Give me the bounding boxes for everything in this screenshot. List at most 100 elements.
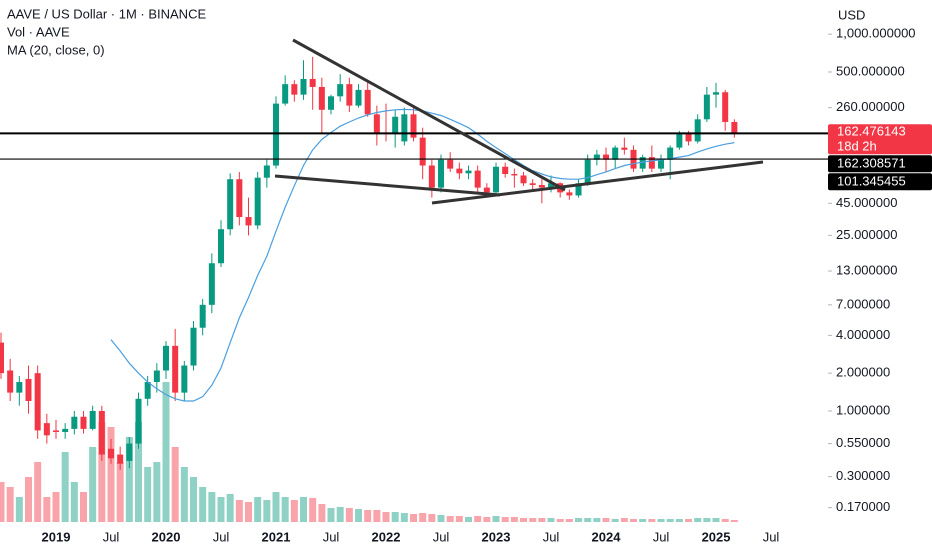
candle-body	[208, 263, 215, 305]
volume-bar	[391, 512, 399, 522]
candle-body	[245, 217, 252, 226]
candle-body	[639, 157, 646, 169]
y-tick-label: 0.550000	[836, 435, 890, 450]
y-tick-label: 2.000000	[836, 365, 890, 380]
candle-body	[181, 365, 188, 393]
x-tick-label: Jul	[433, 529, 450, 544]
volume-bar	[639, 519, 647, 522]
volume-bar	[474, 516, 482, 522]
candle-body	[593, 154, 600, 160]
volume-bar	[419, 513, 427, 522]
volume-bar	[602, 518, 610, 522]
volume-bar	[657, 519, 665, 522]
candle-body	[218, 229, 225, 264]
volume-bar	[575, 518, 583, 522]
candle-body	[447, 159, 454, 169]
volume-bar	[300, 497, 308, 522]
volume-bar	[520, 518, 528, 522]
y-tick-label: 13.000000	[836, 262, 897, 277]
candle-body	[346, 84, 353, 106]
candle-body	[529, 183, 536, 185]
axis-labels: 1,000.000000 500.000000 260.000000 45.00000…	[42, 26, 932, 544]
candle-body	[667, 147, 674, 160]
volume-bar	[89, 447, 97, 522]
candle-body	[153, 370, 160, 383]
volume-bar	[43, 497, 51, 522]
candle-body	[126, 443, 133, 461]
countdown-label: 18d 2h	[837, 139, 877, 154]
volume-bar	[428, 514, 436, 522]
volume-bar	[171, 447, 179, 522]
indicator-label: MA (20, close, 0)	[7, 42, 105, 57]
volume-bar	[547, 518, 555, 522]
volume-bar	[565, 519, 573, 522]
volume-bar	[538, 518, 546, 522]
y-tick-label: 260.000000	[836, 99, 905, 114]
candle-body	[62, 428, 69, 433]
volume-bar	[15, 497, 23, 522]
candle-body	[685, 134, 692, 142]
trend-line	[274, 174, 501, 197]
volume-bar	[721, 519, 729, 522]
x-tick-label: 2019	[42, 529, 71, 544]
x-tick-label: Jul	[653, 529, 670, 544]
candle-body	[318, 86, 325, 110]
volume-bar	[254, 497, 262, 522]
volume-bar	[611, 519, 619, 522]
y-tick-label: 45.000000	[836, 195, 897, 210]
candle-body	[694, 119, 701, 142]
price-line-label: 162.308571	[837, 156, 906, 171]
volume-bar	[135, 422, 143, 522]
candle-body	[227, 179, 234, 230]
candle-body	[337, 84, 344, 97]
volume-bar	[245, 502, 253, 522]
volume-bar	[34, 462, 42, 522]
y-tick-label: 4.000000	[836, 327, 890, 342]
candle-body	[621, 147, 628, 150]
candle-body	[135, 398, 142, 444]
volume-bar	[190, 477, 198, 522]
candle-body	[163, 345, 170, 371]
x-tick-label: Jul	[213, 529, 230, 544]
volume-bar	[318, 504, 326, 522]
candle-body	[7, 370, 14, 393]
candle-body	[474, 170, 481, 188]
price-line-box	[828, 155, 932, 173]
volume-bar	[501, 517, 509, 522]
candle-body	[25, 378, 32, 402]
volume-bar	[648, 519, 656, 522]
candle-body	[53, 430, 60, 433]
candle-body	[676, 134, 683, 148]
candle-body	[392, 116, 399, 135]
candle-body	[493, 166, 500, 193]
candle-body	[117, 454, 124, 464]
volume-bar	[593, 518, 601, 522]
y-tick-label: 1,000.000000	[836, 26, 916, 41]
volume-bar	[336, 507, 344, 522]
candle-body	[548, 183, 555, 188]
x-tick-label: 2024	[592, 529, 622, 544]
trend-line	[431, 160, 764, 205]
currency-label[interactable]: USD	[838, 7, 865, 22]
candle-body	[263, 165, 270, 178]
candle-body	[236, 179, 243, 218]
volume-bar	[116, 462, 124, 522]
volume-bar	[355, 509, 363, 522]
volume-bar	[373, 510, 381, 522]
last-price-label: 162.476143	[837, 124, 906, 139]
volume-bar	[620, 518, 628, 522]
volume-bar	[584, 518, 592, 522]
candle-body	[575, 183, 582, 196]
candle-body	[172, 345, 179, 393]
candle-body	[438, 159, 445, 188]
volume-bar	[208, 492, 216, 522]
volume-bar	[712, 518, 720, 522]
volume-bar	[309, 498, 317, 522]
candle-body	[300, 78, 307, 95]
volume-bar	[382, 512, 390, 522]
candle-body	[419, 137, 426, 166]
volume-bar	[437, 515, 445, 522]
volume-bar	[703, 518, 711, 522]
x-tick-label: 2023	[482, 529, 511, 544]
